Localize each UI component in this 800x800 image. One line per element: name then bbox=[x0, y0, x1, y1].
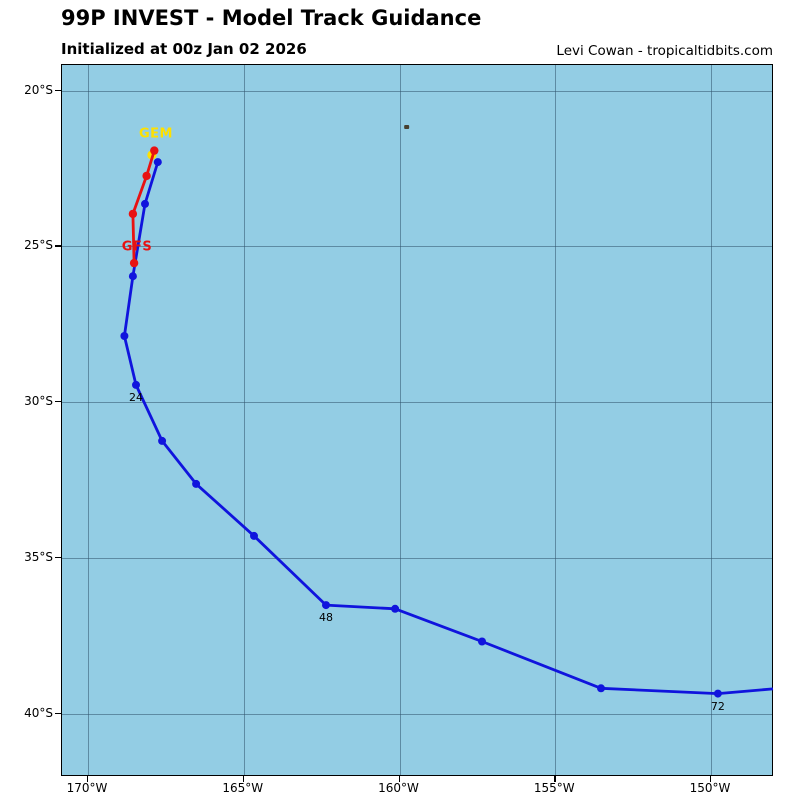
blue-track-point bbox=[158, 436, 167, 445]
island-marker bbox=[404, 124, 410, 129]
map-plot-area: GEM GFS 24 48 72 bbox=[61, 64, 774, 776]
blue-track-point bbox=[597, 684, 605, 693]
x-axis-label: 155°W bbox=[533, 781, 575, 795]
meridian-gridline bbox=[88, 65, 89, 775]
x-axis-tick bbox=[710, 776, 712, 782]
credit-text: Levi Cowan - tropicaltidbits.com bbox=[556, 43, 773, 59]
blue-track-point bbox=[120, 332, 129, 340]
x-axis-tick bbox=[242, 776, 245, 782]
gfs-track-line bbox=[131, 150, 156, 264]
parallel-gridline bbox=[62, 246, 772, 248]
y-axis-tick bbox=[55, 89, 61, 91]
y-axis-label: 30°S bbox=[24, 394, 53, 408]
gfs-track-point bbox=[142, 171, 151, 181]
parallel-gridline bbox=[62, 90, 772, 92]
init-time-subtitle: Initialized at 00z Jan 02 2026 bbox=[61, 40, 307, 58]
y-axis-label: 25°S bbox=[24, 238, 53, 253]
y-axis-label: 35°S bbox=[24, 549, 53, 564]
model-tracks-layer bbox=[120, 124, 774, 698]
blue-track-point bbox=[391, 604, 400, 613]
blue-track-point bbox=[250, 531, 258, 540]
blue-track-point bbox=[141, 199, 149, 208]
x-axis-tick bbox=[87, 776, 89, 782]
parallel-gridline bbox=[62, 557, 772, 559]
x-axis-tick bbox=[398, 776, 400, 782]
meridian-gridline bbox=[555, 65, 557, 775]
blue-track-point bbox=[322, 601, 330, 610]
gfs-track-point bbox=[128, 209, 138, 219]
forecast-hour-label-48: 48 bbox=[318, 611, 333, 625]
gfs-track-label: GFS bbox=[121, 239, 153, 255]
blue-track-point bbox=[192, 479, 201, 488]
x-axis-label: 160°W bbox=[378, 781, 419, 795]
blue-track-point bbox=[713, 689, 722, 698]
forecast-hour-label-24: 24 bbox=[128, 390, 143, 404]
x-axis-label: 165°W bbox=[222, 781, 264, 795]
y-axis-tick bbox=[55, 556, 61, 559]
blue-track-line bbox=[123, 161, 774, 695]
meridian-gridline bbox=[243, 65, 245, 775]
x-axis-tick bbox=[554, 776, 556, 782]
meridian-gridline bbox=[399, 65, 401, 775]
parallel-gridline bbox=[62, 402, 772, 403]
y-axis-tick bbox=[55, 401, 61, 403]
y-axis-label: 40°S bbox=[24, 705, 53, 720]
x-axis-label: 150°W bbox=[689, 781, 731, 795]
gfs-track-point bbox=[150, 146, 159, 155]
page-title: 99P INVEST - Model Track Guidance bbox=[61, 6, 482, 30]
x-axis-label: 170°W bbox=[66, 781, 108, 795]
y-axis-tick bbox=[55, 712, 61, 714]
blue-track-point bbox=[128, 272, 137, 281]
y-axis-label: 20°S bbox=[24, 82, 53, 97]
parallel-gridline bbox=[62, 713, 772, 715]
blue-track-point bbox=[153, 158, 162, 167]
y-axis-tick bbox=[55, 245, 61, 247]
gfs-track-point bbox=[129, 258, 139, 268]
blue-track-point bbox=[132, 380, 140, 389]
gem-track-label: GEM bbox=[139, 126, 173, 142]
forecast-hour-label-72: 72 bbox=[710, 699, 725, 713]
meridian-gridline bbox=[711, 65, 712, 775]
blue-track-point bbox=[478, 637, 486, 646]
